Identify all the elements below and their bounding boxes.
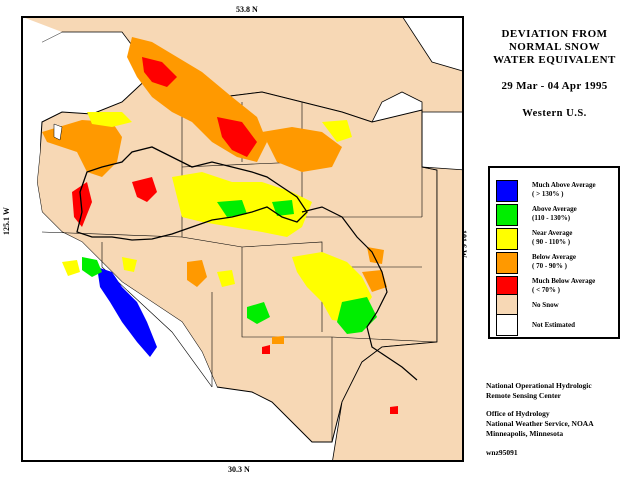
date-range: 29 Mar - 04 Apr 1995 bbox=[501, 80, 608, 92]
legend-item-below: Below Average ( 70 - 90% ) bbox=[496, 252, 616, 276]
legend-item-not-estimated: Not Estimated bbox=[496, 314, 616, 338]
credit-line-3: Office of Hydrology bbox=[486, 409, 550, 418]
legend-range: ( 70 - 90% ) bbox=[532, 262, 567, 270]
legend-range: ( > 130% ) bbox=[532, 190, 564, 198]
legend-label: Below Average bbox=[532, 253, 576, 261]
legend-label: Not Estimated bbox=[532, 321, 575, 329]
legend-range: (110 - 130%) bbox=[532, 214, 571, 222]
credit-line-1: National Operational Hydrologic bbox=[486, 381, 592, 390]
snow-deviation-map bbox=[23, 18, 462, 460]
legend-swatch-below bbox=[496, 252, 518, 274]
puget-sound bbox=[53, 123, 63, 141]
legend-swatch-near bbox=[496, 228, 518, 250]
legend-item-near: Near Average ( 90 - 110% ) bbox=[496, 228, 616, 252]
snow-cover bbox=[42, 37, 398, 414]
legend-swatch-not-estimated bbox=[496, 314, 518, 336]
legend-label: Near Average bbox=[532, 229, 573, 237]
eastern-land-strip bbox=[332, 166, 462, 460]
legend-label: Above Average bbox=[532, 205, 577, 213]
title-line-2: NORMAL SNOW bbox=[508, 41, 601, 53]
title-line-3: WATER EQUIVALENT bbox=[493, 54, 616, 66]
river-line bbox=[301, 206, 418, 381]
pacific-ocean bbox=[23, 18, 217, 460]
map-frame bbox=[21, 16, 464, 462]
region-label: Western U.S. bbox=[522, 108, 587, 119]
legend-swatch-much-above bbox=[496, 180, 518, 202]
legend-item-much-above: Much Above Average ( > 130% ) bbox=[496, 180, 616, 204]
legend-swatch-no-snow bbox=[496, 294, 518, 316]
legend-label: Much Above Average bbox=[532, 181, 596, 189]
legend: Much Above Average ( > 130% ) Above Aver… bbox=[488, 166, 620, 339]
product-code: wnz95091 bbox=[486, 448, 518, 457]
title-line-1: DEVIATION FROM bbox=[501, 28, 608, 40]
credit-line-4: National Weather Service, NOAA bbox=[486, 419, 594, 428]
basin-outline bbox=[76, 146, 308, 241]
legend-item-no-snow: No Snow bbox=[496, 294, 616, 318]
credit-line-2: Remote Sensing Center bbox=[486, 391, 561, 400]
bottom-latitude-label: 30.3 N bbox=[228, 465, 250, 474]
legend-item-above: Above Average (110 - 130%) bbox=[496, 204, 616, 228]
legend-swatch-above bbox=[496, 204, 518, 226]
legend-label: Much Below Average bbox=[532, 277, 596, 285]
credit-line-5: Minneapolis, Minnesota bbox=[486, 429, 564, 438]
legend-label: No Snow bbox=[532, 301, 559, 309]
left-longitude-label: 125.1 W bbox=[2, 207, 11, 235]
legend-range: ( < 70% ) bbox=[532, 286, 560, 294]
top-latitude-label: 53.8 N bbox=[236, 5, 258, 14]
legend-range: ( 90 - 110% ) bbox=[532, 238, 571, 246]
